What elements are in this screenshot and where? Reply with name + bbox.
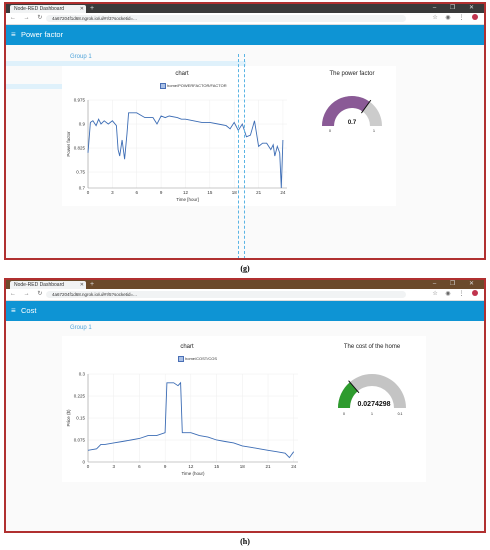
- guide-line: [244, 54, 246, 258]
- x-axis-label: Time (hour): [181, 471, 205, 476]
- close-tab-icon[interactable]: ✕: [79, 282, 84, 288]
- legend-swatch: [178, 356, 184, 362]
- close-tab-icon[interactable]: ✕: [79, 6, 84, 12]
- x-tick-label: 15: [214, 464, 220, 469]
- x-tick-label: 0: [87, 464, 90, 469]
- new-tab-icon[interactable]: +: [90, 281, 95, 288]
- screenshot-power-factor: Node-RED Dashboard ✕ + – ❐ ✕ ← → ↻ ⌂ 4a67…: [4, 2, 486, 260]
- menu-icon[interactable]: ≡: [11, 306, 16, 315]
- power-factor-gauge: 0.7 0 1: [322, 95, 382, 133]
- group-label: Group 1: [70, 54, 92, 60]
- y-tick-label: 0: [82, 460, 85, 465]
- gauge-needle: [361, 99, 372, 114]
- y-tick-label: 0.3: [79, 372, 86, 377]
- gauge-value-arc: [322, 95, 370, 126]
- gauge-mid-label: 1: [371, 412, 373, 416]
- y-tick-label: 0.15: [76, 416, 85, 421]
- group-card: chart home/COST/COS 0 3 6 9 12 15 18 21 24 0 0.075…: [62, 336, 426, 482]
- toolbar-icons[interactable]: ☆ ◉ ⋮: [432, 290, 478, 299]
- screenshot-cost: Node-RED Dashboard ✕ + – ❐ ✕ ← → ↻ ⌂ 4a67…: [4, 278, 486, 533]
- y-axis-label: Price ($): [66, 409, 71, 427]
- gauge-min-label: 0: [343, 412, 345, 416]
- url-field[interactable]: 4a67204f1d68.ngrok.io/ui/#!/3?socketid=.…: [46, 15, 406, 22]
- gauge-max-label: 1: [373, 129, 375, 133]
- chart-legend[interactable]: home/COST/COS: [178, 356, 217, 362]
- power-factor-chart: 0 3 6 9 12 15 18 21 24 0.7 0.75 0.825 0.9 0.975 Time […: [66, 98, 287, 202]
- toolbar-icons[interactable]: ☆ ◉ ⋮: [432, 14, 478, 23]
- guide-line: [238, 54, 240, 258]
- x-tick-label: 9: [164, 464, 167, 469]
- gauge-value: 0.0274298: [357, 401, 390, 408]
- browser-tab[interactable]: Node-RED Dashboard ✕: [10, 281, 86, 289]
- x-tick-label: 24: [291, 464, 297, 469]
- gauge-background-arc: [338, 374, 406, 408]
- dashboard-header: ≡ Power factor: [6, 25, 484, 45]
- series-line: [87, 381, 295, 459]
- chart-title: chart: [180, 344, 194, 350]
- browser-tab-bar: Node-RED Dashboard ✕ + – ❐ ✕: [6, 4, 484, 13]
- nav-buttons[interactable]: ← → ↻ ⌂: [10, 15, 57, 21]
- x-tick-label: 6: [135, 190, 138, 195]
- window-controls[interactable]: – ❐ ✕: [432, 5, 480, 11]
- x-tick-label: 9: [160, 190, 163, 195]
- nav-buttons[interactable]: ← → ↻ ⌂: [10, 291, 57, 297]
- new-tab-icon[interactable]: +: [90, 5, 95, 12]
- x-tick-label: 21: [256, 190, 262, 195]
- x-tick-label: 0: [87, 190, 90, 195]
- legend-swatch: [160, 83, 166, 89]
- cost-chart: 0 3 6 9 12 15 18 21 24 0 0.075 0.15 0.225 0.3 Time (ho…: [66, 372, 298, 476]
- selection-overlay: [6, 61, 246, 66]
- x-tick-label: 12: [183, 190, 189, 195]
- chart-title: chart: [175, 71, 189, 77]
- gauge-max-label: 0.1: [398, 412, 403, 416]
- gauge-min-label: 0: [329, 129, 331, 133]
- x-tick-label: 18: [232, 190, 238, 195]
- y-tick-label: 0.75: [76, 170, 85, 175]
- page-title: Cost: [21, 306, 37, 315]
- group-label: Group 1: [70, 325, 92, 331]
- x-tick-label: 18: [240, 464, 246, 469]
- gauge-value-arc: [338, 382, 358, 408]
- caption-h: (h): [240, 537, 250, 546]
- caption-g: (g): [240, 264, 250, 273]
- group-card: chart home/POWERFACTOR/FACTOR 0 3 6 9 12 15 18…: [62, 66, 396, 206]
- x-tick-label: 15: [207, 190, 213, 195]
- browser-tab-bar: Node-RED Dashboard ✕ + – ❐ ✕: [6, 280, 484, 289]
- y-tick-label: 0.975: [74, 98, 86, 103]
- x-tick-label: 21: [265, 464, 271, 469]
- y-tick-label: 0.7: [79, 186, 86, 191]
- y-axis-label: Power factor: [66, 131, 71, 157]
- gauge-title: The power factor: [329, 71, 375, 77]
- y-tick-label: 0.825: [74, 146, 86, 151]
- url-field[interactable]: 4a67204f1d68.ngrok.io/ui/#!/5?socketid=.…: [46, 291, 406, 298]
- gauge-needle: [348, 380, 360, 394]
- browser-tab[interactable]: Node-RED Dashboard ✕: [10, 5, 86, 13]
- gauge-title: The cost of the home: [343, 344, 401, 350]
- gauge-value: 0.7: [348, 120, 357, 126]
- address-bar-row: ← → ↻ ⌂ 4a67204f1d68.ngrok.io/ui/#!/3?so…: [6, 13, 484, 25]
- dashboard-header: ≡ Cost: [6, 301, 484, 321]
- menu-icon[interactable]: ≡: [11, 30, 16, 39]
- avatar[interactable]: [472, 290, 478, 297]
- x-tick-label: 24: [280, 190, 286, 195]
- series-line: [87, 112, 284, 189]
- x-axis-label: Time [hour]: [176, 197, 199, 202]
- chart-legend[interactable]: home/POWERFACTOR/FACTOR: [160, 83, 227, 89]
- y-tick-label: 0.225: [74, 394, 86, 399]
- x-tick-label: 3: [112, 464, 115, 469]
- window-controls[interactable]: – ❐ ✕: [432, 281, 480, 287]
- y-tick-label: 0.9: [79, 122, 86, 127]
- x-tick-label: 12: [188, 464, 194, 469]
- page-title: Power factor: [21, 30, 64, 39]
- x-tick-label: 3: [111, 190, 114, 195]
- y-tick-label: 0.075: [74, 438, 86, 443]
- address-bar-row: ← → ↻ ⌂ 4a67204f1d68.ngrok.io/ui/#!/5?so…: [6, 289, 484, 301]
- avatar[interactable]: [472, 14, 478, 21]
- x-tick-label: 6: [138, 464, 141, 469]
- cost-gauge: 0.0274298 0 1 0.1: [338, 374, 406, 416]
